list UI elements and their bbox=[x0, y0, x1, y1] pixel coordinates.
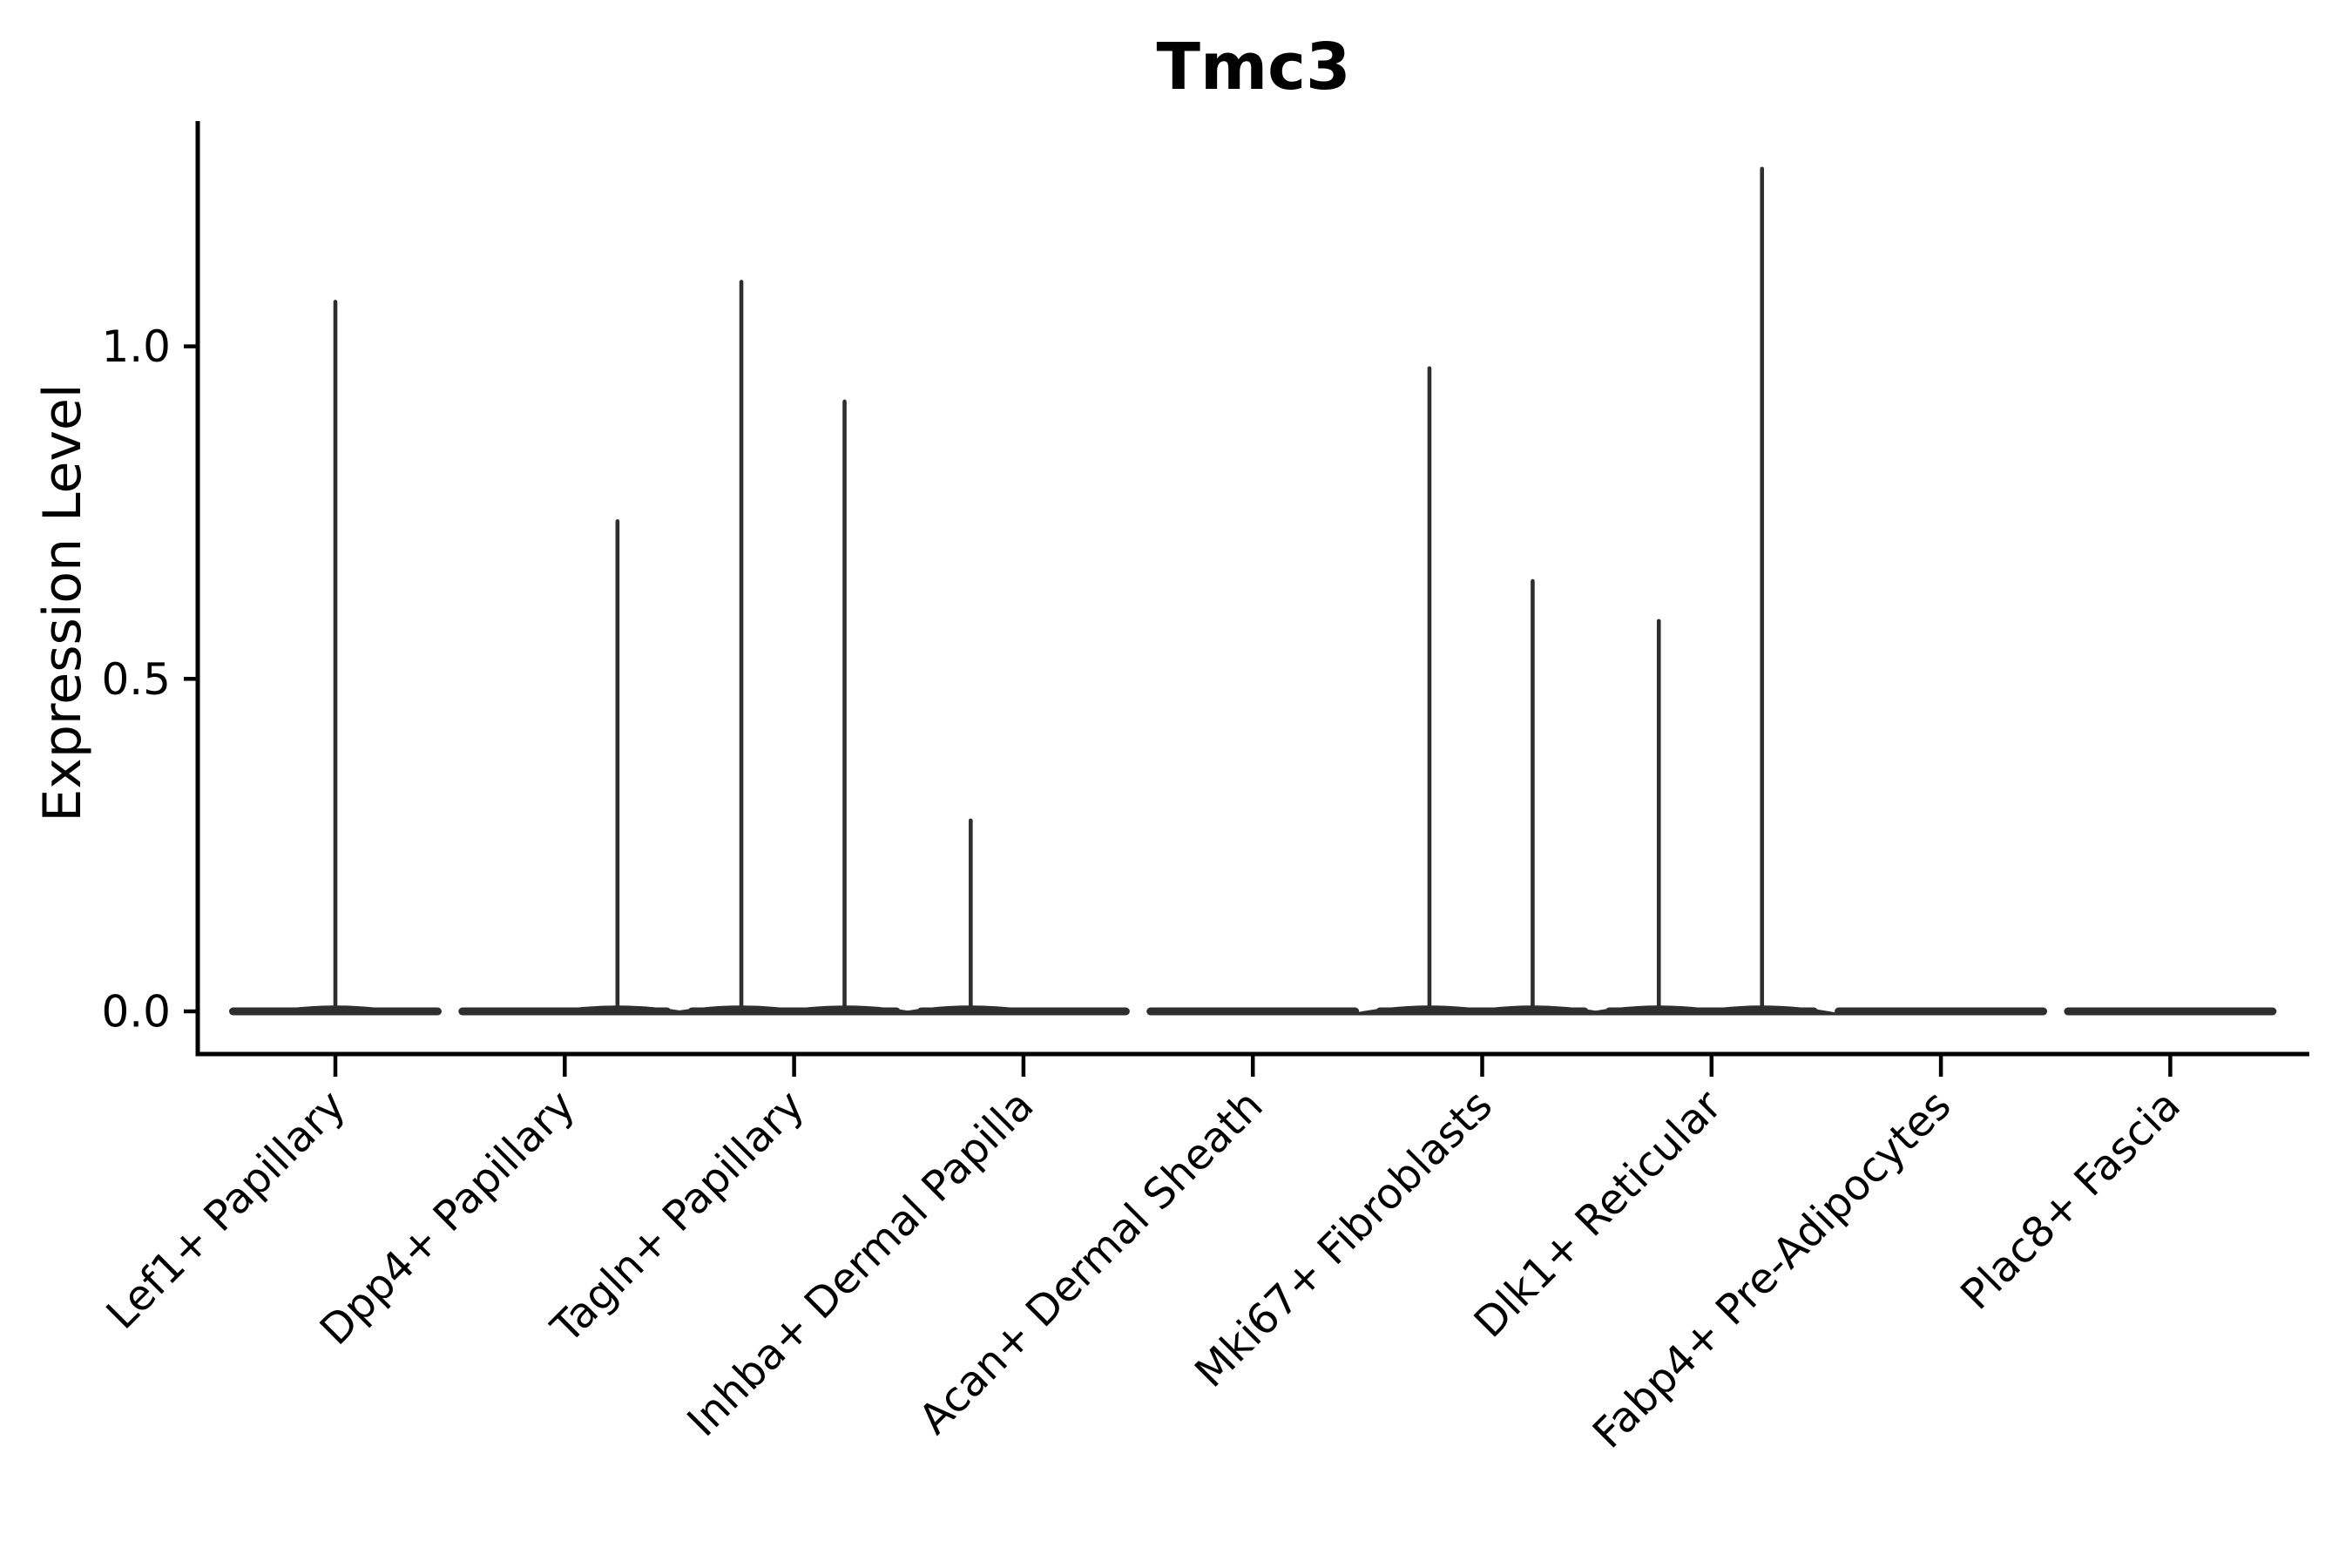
violin-base bbox=[2064, 1007, 2277, 1016]
violin-base bbox=[1146, 1007, 1360, 1016]
x-tick-label: Tagln+ Papillary bbox=[542, 1081, 814, 1353]
y-axis-title: Expression Level bbox=[32, 383, 93, 822]
y-tick-label: 0.5 bbox=[101, 654, 171, 705]
x-tick-label: Plac8+ Fascia bbox=[1951, 1081, 2190, 1320]
violin-base bbox=[1835, 1007, 2048, 1016]
x-tick-label: Lef1+ Papillary bbox=[98, 1081, 355, 1339]
x-tick-label: Dpp4+ Papillary bbox=[311, 1081, 585, 1355]
chart-title: Tmc3 bbox=[1156, 30, 1351, 105]
y-tick-label: 1.0 bbox=[101, 321, 171, 372]
y-tick-label: 0.0 bbox=[101, 987, 171, 1037]
x-tick-label: Dlk1+ Reticular bbox=[1465, 1081, 1732, 1348]
